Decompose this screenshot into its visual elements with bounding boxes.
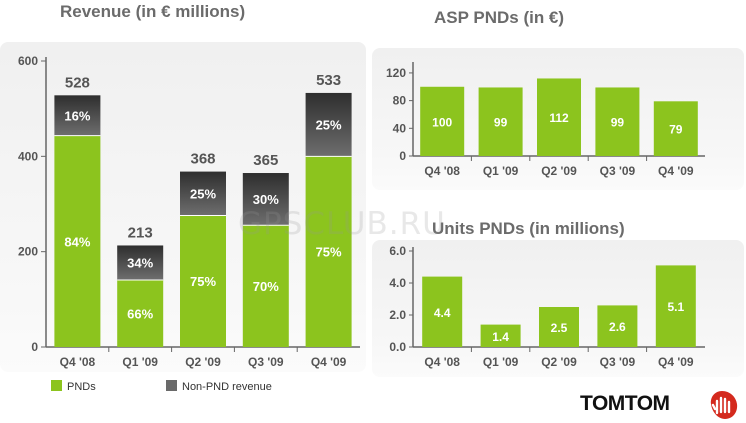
bar	[539, 307, 579, 347]
bar	[597, 305, 638, 347]
pnd-bar-segment	[305, 156, 352, 347]
y-tick-label: 0.0	[389, 340, 406, 354]
x-tick-label: Q2 '09	[185, 355, 221, 369]
non-pnd-percent-label: 16%	[64, 108, 90, 123]
pnd-percent-label: 75%	[190, 274, 216, 289]
x-tick-label: Q4 '09	[658, 355, 694, 369]
bar-value-label: 2.5	[551, 321, 568, 335]
x-tick-label: Q1 '09	[483, 355, 519, 369]
x-tick-label: Q4 '08	[424, 355, 460, 369]
units-chart-title: Units PNDs (in millions)	[432, 219, 625, 238]
x-tick-label: Q1 '09	[122, 355, 158, 369]
bar	[653, 101, 698, 156]
non-pnd-percent-label: 30%	[253, 192, 279, 207]
total-value-label: 368	[190, 151, 215, 168]
x-tick-label: Q3 '09	[248, 355, 284, 369]
legend-item-non-pnd: Non-PND revenue	[166, 380, 272, 393]
non-pnd-percent-label: 34%	[127, 256, 153, 271]
y-tick-label: 40	[393, 121, 407, 135]
non-pnd-percent-label: 25%	[316, 118, 342, 133]
pnd-bar-segment	[54, 135, 101, 347]
y-tick-label: 80	[393, 94, 407, 108]
revenue-chart-title: Revenue (in € millions)	[60, 2, 246, 21]
non-pnd-percent-label: 25%	[190, 187, 216, 202]
bar	[420, 86, 465, 156]
bar	[480, 324, 521, 347]
bar	[655, 265, 696, 347]
pnd-bar-segment	[117, 279, 164, 347]
bar-value-label: 4.4	[434, 306, 451, 320]
tomtom-hand-icon	[710, 391, 738, 419]
asp-chart-title: ASP PNDs (in €)	[434, 8, 565, 27]
x-tick-label: Q1 '09	[483, 164, 519, 178]
bar-value-label: 5.1	[667, 300, 684, 314]
non-pnd-bar-segment	[117, 245, 164, 280]
legend-label-non-pnd: Non-PND revenue	[182, 381, 272, 393]
y-tick-label: 2.0	[389, 308, 406, 322]
total-value-label: 528	[65, 74, 90, 91]
x-tick-label: Q2 '09	[541, 164, 577, 178]
bar-value-label: 100	[432, 115, 452, 129]
y-tick-label: 400	[18, 149, 38, 163]
bar	[478, 87, 523, 156]
pnd-bar-segment	[242, 225, 289, 347]
x-tick-label: Q4 '08	[424, 164, 460, 178]
y-tick-label: 6.0	[389, 244, 406, 258]
pnd-percent-label: 70%	[253, 279, 279, 294]
bar	[595, 87, 640, 156]
pnd-percent-label: 84%	[64, 234, 90, 249]
logo-wordmark: TOMTOM	[580, 392, 670, 415]
x-tick-label: Q2 '09	[541, 355, 577, 369]
y-tick-label: 120	[386, 66, 406, 80]
non-pnd-bar-segment	[54, 95, 101, 136]
bar	[422, 276, 463, 347]
bar	[537, 78, 581, 156]
y-tick-label: 200	[18, 245, 38, 259]
bar-value-label: 112	[549, 111, 569, 125]
y-tick-label: 600	[18, 54, 38, 68]
legend-swatch-non-pnd	[166, 380, 177, 391]
bar-value-label: 2.6	[609, 320, 626, 334]
x-tick-label: Q4 '09	[311, 355, 347, 369]
x-tick-label: Q3 '09	[600, 355, 636, 369]
y-tick-label: 0	[31, 340, 38, 354]
total-value-label: 365	[253, 152, 278, 169]
total-value-label: 213	[128, 224, 153, 241]
bar-value-label: 99	[494, 116, 508, 130]
x-tick-label: Q4 '09	[658, 164, 694, 178]
y-tick-label: 4.0	[389, 276, 406, 290]
pnd-bar-segment	[180, 215, 226, 347]
y-tick-label: 0	[399, 149, 406, 163]
bar-value-label: 1.4	[492, 330, 509, 344]
pnd-percent-label: 75%	[316, 245, 342, 260]
non-pnd-bar-segment	[242, 173, 289, 226]
non-pnd-bar-segment	[305, 92, 352, 157]
pnd-percent-label: 66%	[127, 306, 153, 321]
non-pnd-bar-segment	[180, 171, 226, 216]
x-tick-label: Q3 '09	[600, 164, 636, 178]
legend-label-pnds: PNDs	[67, 381, 96, 393]
bar-value-label: 79	[669, 123, 683, 137]
bar-value-label: 99	[611, 116, 625, 130]
watermark-text: GPSCLUB.RU	[238, 206, 446, 242]
legend-item-pnds: PNDs	[51, 380, 96, 393]
total-value-label: 533	[316, 72, 341, 89]
x-tick-label: Q4 '08	[60, 355, 96, 369]
legend-swatch-pnds	[51, 380, 62, 391]
